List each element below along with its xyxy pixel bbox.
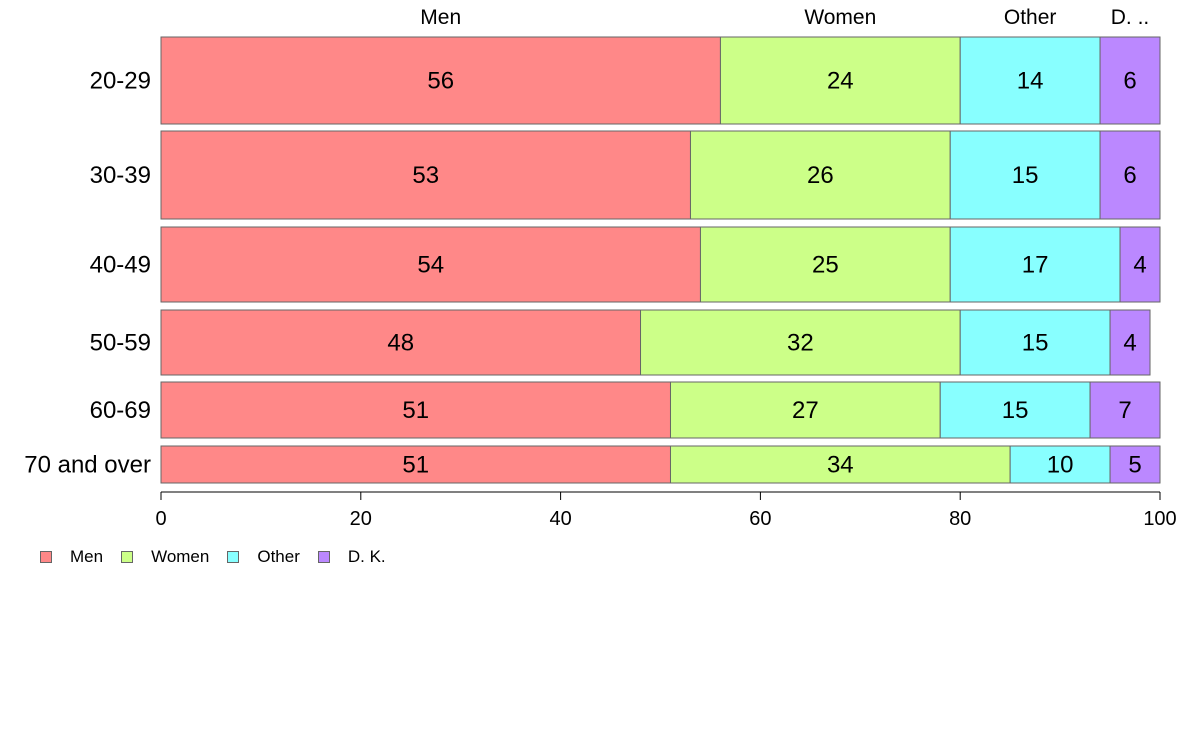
x-tick-label: 100	[1143, 508, 1176, 530]
bar-segment-women-5	[669, 445, 1011, 484]
data-label: 51	[402, 397, 429, 424]
segment-top-label: Other	[1004, 6, 1057, 29]
legend-label-men: Men	[70, 547, 104, 566]
bar-segment-women-3	[640, 309, 961, 376]
legend-label-women: Women	[151, 547, 210, 566]
bar-segment-other-1	[949, 130, 1101, 220]
data-label: 25	[812, 252, 839, 279]
data-label: 54	[417, 252, 444, 279]
x-tick-label: 20	[350, 508, 372, 530]
data-label: 56	[427, 68, 454, 95]
legend-item-women: Women	[121, 547, 209, 567]
category-label: 50-59	[90, 330, 151, 357]
legend-item-other: Other	[227, 547, 300, 567]
data-label: 4	[1133, 252, 1146, 279]
category-label: 20-29	[90, 68, 151, 95]
x-tick-label: 40	[549, 508, 571, 530]
data-label: 27	[792, 397, 819, 424]
data-label: 48	[387, 330, 414, 357]
data-label: 51	[402, 452, 429, 479]
data-label: 17	[1022, 252, 1049, 279]
data-label: 15	[1022, 330, 1049, 357]
bar-segment-men-2	[160, 226, 701, 303]
legend-item-dk: D. K.	[317, 547, 386, 567]
legend-swatch-other	[227, 551, 240, 563]
data-label: 34	[827, 452, 854, 479]
bar-segment-dk-5	[1109, 445, 1161, 484]
bar-segment-other-5	[1009, 445, 1111, 484]
category-label: 40-49	[90, 252, 151, 279]
bar-segment-dk-1	[1099, 130, 1161, 220]
bar-segment-women-1	[689, 130, 951, 220]
category-label: 70 and over	[24, 452, 151, 479]
bar-segment-women-0	[719, 36, 961, 125]
bar-segment-other-3	[959, 309, 1111, 376]
data-label: 32	[787, 330, 814, 357]
data-label: 5	[1128, 452, 1141, 479]
bar-segment-women-2	[699, 226, 951, 303]
data-label: 7	[1118, 397, 1131, 424]
data-label: 15	[1012, 162, 1039, 189]
x-tick-label: 80	[949, 508, 971, 530]
data-label: 24	[827, 68, 854, 95]
data-label: 10	[1047, 452, 1074, 479]
data-label: 6	[1123, 162, 1136, 189]
bar-segment-other-4	[939, 381, 1091, 439]
bar-segment-men-1	[160, 130, 691, 220]
data-label: 4	[1123, 330, 1136, 357]
legend-label-dk: D. K.	[347, 547, 386, 566]
bar-segment-dk-2	[1119, 226, 1161, 303]
bar-segment-dk-4	[1089, 381, 1161, 439]
bar-segment-men-4	[160, 381, 671, 439]
category-label: 60-69	[90, 397, 151, 424]
bar-segment-dk-0	[1099, 36, 1161, 125]
bar-segment-men-0	[160, 36, 721, 125]
legend-swatch-men	[40, 551, 52, 563]
legend: Men Women Other D. K.	[40, 547, 404, 567]
bar-segment-women-4	[669, 381, 941, 439]
data-label: 14	[1017, 68, 1044, 95]
x-tick-label: 60	[749, 508, 771, 530]
data-label: 53	[412, 162, 439, 189]
category-label: 30-39	[90, 162, 151, 189]
bar-segment-men-5	[160, 445, 671, 484]
data-label: 26	[807, 162, 834, 189]
bar-segment-men-3	[160, 309, 642, 376]
segment-top-label: Men	[420, 6, 461, 29]
legend-swatch-women	[121, 551, 134, 563]
segment-top-label: D. ..	[1111, 6, 1150, 29]
segment-top-label: Women	[804, 6, 876, 29]
legend-item-men: Men	[40, 547, 103, 567]
x-tick-label: 0	[155, 508, 166, 530]
legend-label-other: Other	[257, 547, 300, 566]
bar-segment-dk-3	[1109, 309, 1151, 376]
legend-swatch-dk	[317, 551, 330, 563]
data-label: 15	[1002, 397, 1029, 424]
bar-segment-other-0	[959, 36, 1101, 125]
data-label: 6	[1123, 68, 1136, 95]
